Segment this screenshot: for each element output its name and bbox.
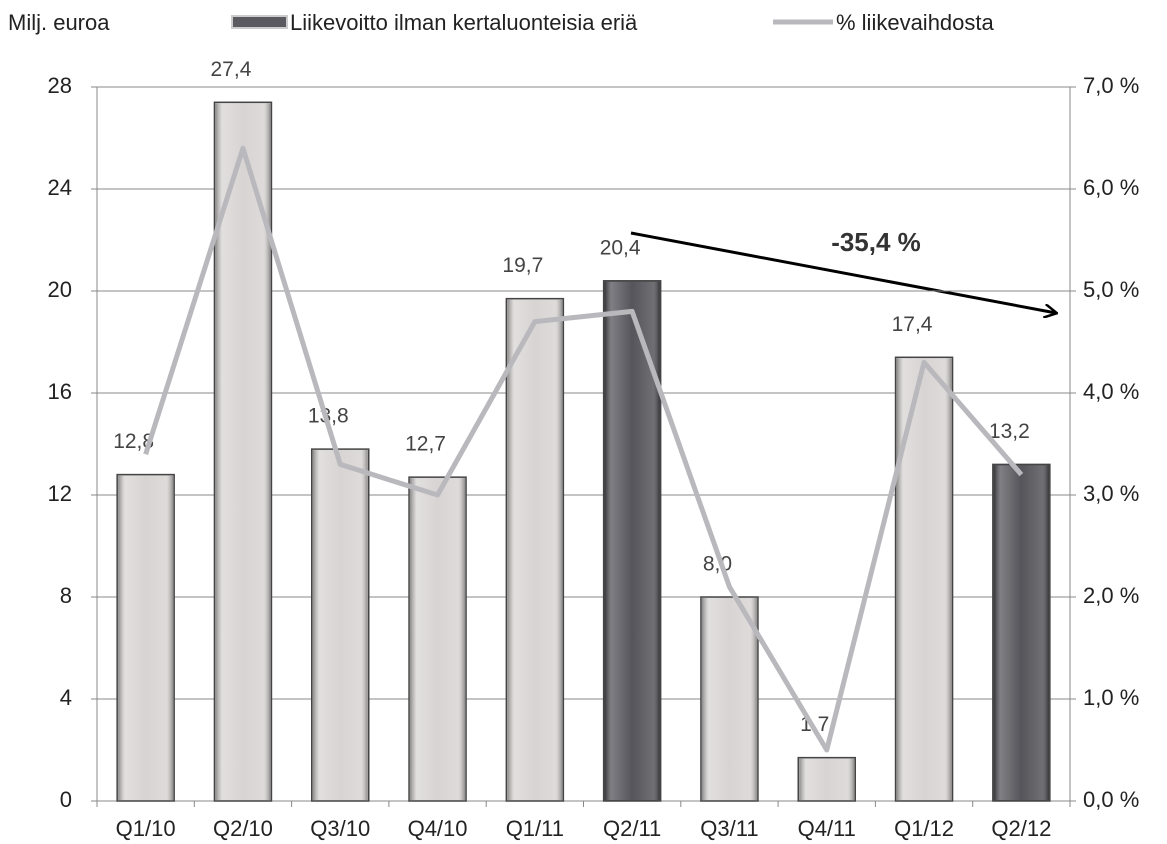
- y2-tick-label: 0,0 %: [1083, 787, 1139, 812]
- data-label: 12,8: [113, 430, 154, 453]
- y-tick-label: 20: [48, 277, 72, 302]
- bar-sheen: [507, 299, 563, 800]
- bar-sheen: [312, 450, 368, 800]
- legend-label: Liikevoitto ilman kertaluonteisia eriä: [290, 10, 638, 35]
- y2-tick-label: 7,0 %: [1083, 73, 1139, 98]
- bar-sheen: [410, 478, 466, 800]
- x-tick-label: Q3/10: [310, 816, 370, 841]
- y-tick-label: 0: [60, 787, 72, 812]
- data-label: 19,7: [502, 254, 543, 277]
- data-label: 27,4: [211, 58, 252, 81]
- x-tick-label: Q1/12: [894, 816, 954, 841]
- legend-label: % liikevaihdosta: [836, 10, 995, 35]
- y-tick-label: 12: [48, 481, 72, 506]
- y2-tick-label: 5,0 %: [1083, 277, 1139, 302]
- x-tick-label: Q2/11: [603, 816, 661, 841]
- bar-sheen: [215, 103, 271, 801]
- data-label: 12,7: [405, 433, 446, 456]
- line: [143, 145, 1024, 753]
- y-axis-label: Milj. euroa: [8, 10, 110, 35]
- x-tick-label: Q4/11: [798, 816, 856, 841]
- x-tick-label: Q2/10: [213, 816, 273, 841]
- bar-sheen: [993, 465, 1049, 800]
- y-tick-label: 24: [48, 175, 72, 200]
- y-tick-label: 28: [48, 73, 72, 98]
- y-tick-label: 4: [60, 685, 72, 710]
- bar-sheen: [118, 475, 174, 800]
- y-tick-label: 8: [60, 583, 72, 608]
- y2-tick-label: 2,0 %: [1083, 583, 1139, 608]
- legend-swatch: [231, 15, 288, 29]
- x-tick-label: Q1/10: [116, 816, 176, 841]
- y2-tick-label: 1,0 %: [1083, 685, 1139, 710]
- y2-tick-label: 6,0 %: [1083, 175, 1139, 200]
- bar-sheen: [701, 598, 757, 800]
- x-tick-label: Q2/12: [991, 816, 1051, 841]
- x-tick-label: Q3/11: [700, 816, 758, 841]
- data-label: 20,4: [600, 236, 641, 259]
- data-label: 17,4: [892, 313, 933, 336]
- x-tick-label: Q1/11: [506, 816, 564, 841]
- data-label: 13,8: [308, 405, 349, 428]
- y-tick-label: 16: [48, 379, 72, 404]
- data-label: 13,2: [989, 420, 1030, 443]
- bar-sheen: [799, 758, 855, 800]
- annotation: -35,4 %: [831, 227, 921, 257]
- bar-sheen: [896, 358, 952, 800]
- trend-arrow: [630, 231, 1056, 313]
- x-tick-label: Q4/10: [408, 816, 468, 841]
- y2-tick-label: 3,0 %: [1083, 481, 1139, 506]
- y2-tick-label: 4,0 %: [1083, 379, 1139, 404]
